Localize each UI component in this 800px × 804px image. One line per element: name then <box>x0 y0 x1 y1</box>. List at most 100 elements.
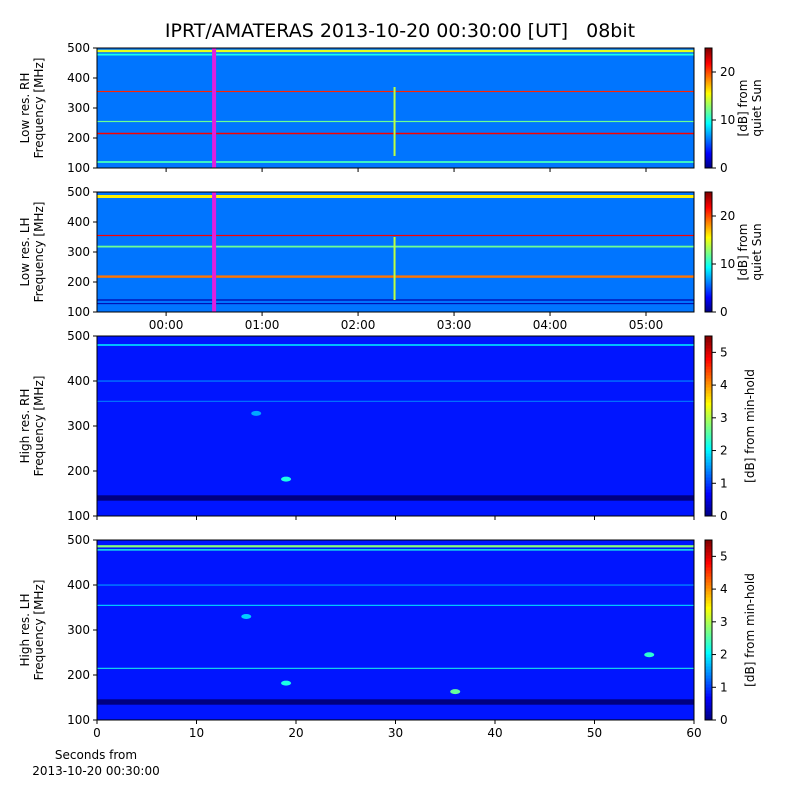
colorbar-cell <box>705 210 712 213</box>
colorbar-cell <box>705 58 712 61</box>
colorbar-cell <box>705 627 712 631</box>
y-tick-label: 100 <box>67 161 90 175</box>
y-tick-label: 300 <box>67 101 90 115</box>
colorbar-cell <box>705 72 712 75</box>
emission-band <box>97 53 694 56</box>
colorbar-cell <box>705 286 712 289</box>
spot <box>251 410 262 416</box>
colorbar-cell <box>705 393 712 397</box>
colorbar-cell <box>705 384 712 388</box>
colorbar-cell <box>705 414 712 418</box>
colorbar-cell <box>705 573 712 577</box>
y-tick-label: 200 <box>67 131 90 145</box>
colorbar-cell <box>705 666 712 670</box>
colorbar-cell <box>705 192 712 195</box>
colorbar-cell <box>705 633 712 637</box>
colorbar-cell <box>705 477 712 481</box>
y-tick-label: 200 <box>67 668 90 682</box>
emission-band <box>97 495 694 501</box>
colorbar-cell <box>705 471 712 475</box>
colorbar-cell <box>705 228 712 231</box>
colorbar-cell <box>705 132 712 135</box>
colorbar-label: quiet Sun <box>750 223 764 280</box>
colorbar-cell <box>705 714 712 718</box>
emission-band <box>97 161 694 163</box>
colorbar-cell <box>705 246 712 249</box>
x-tick-label: 05:00 <box>629 318 664 332</box>
emission-band <box>97 667 694 669</box>
y-tick-label: 100 <box>67 509 90 523</box>
colorbar-cell <box>705 146 712 149</box>
colorbar-cell <box>705 390 712 394</box>
colorbar-cell <box>705 208 712 211</box>
emission-band <box>97 549 694 551</box>
colorbar-cell <box>705 116 712 119</box>
y-tick-label: 500 <box>67 185 90 199</box>
colorbar-cell <box>705 294 712 297</box>
colorbar-cell <box>705 459 712 463</box>
colorbar-cell <box>705 417 712 421</box>
colorbar-cell <box>705 68 712 71</box>
colorbar-cell <box>705 272 712 275</box>
colorbar-cell <box>705 474 712 478</box>
colorbar-cell <box>705 220 712 223</box>
colorbar-cell <box>705 405 712 409</box>
colorbar-cell <box>705 156 712 159</box>
colorbar-cell <box>705 308 712 311</box>
colorbar-cell <box>705 214 712 217</box>
plot-area <box>97 540 694 720</box>
burst <box>393 237 396 300</box>
colorbar-cell <box>705 543 712 547</box>
colorbar-cell <box>705 158 712 161</box>
y-tick-label: 100 <box>67 305 90 319</box>
colorbar-cell <box>705 292 712 295</box>
emission-band <box>97 699 694 705</box>
emission-band <box>97 195 694 198</box>
emission-band <box>97 303 694 305</box>
colorbar-cell <box>705 160 712 163</box>
colorbar-label: [dB] from min-hold <box>743 573 757 687</box>
colorbar-cell <box>705 351 712 355</box>
colorbar-cell <box>705 570 712 574</box>
colorbar-cell <box>705 426 712 430</box>
colorbar-label: [dB] from <box>736 80 750 137</box>
plot-area <box>97 192 694 312</box>
y-axis-label: Frequency [MHz] <box>32 58 46 159</box>
colorbar-cell <box>705 696 712 700</box>
colorbar-tick-label: 3 <box>720 411 728 425</box>
colorbar-cell <box>705 50 712 53</box>
colorbar-frame <box>704 539 713 721</box>
spot <box>644 652 655 658</box>
colorbar-cell <box>705 468 712 472</box>
colorbar-cell <box>705 258 712 261</box>
colorbar-cell <box>705 256 712 259</box>
emission-band <box>97 545 694 548</box>
colorbar-cell <box>705 118 712 121</box>
y-axis-label: Low res. LH <box>18 217 32 286</box>
x-axis-label: Seconds from <box>55 748 137 762</box>
y-tick-label: 300 <box>67 623 90 637</box>
colorbar-cell <box>705 441 712 445</box>
colorbar-cell <box>705 142 712 145</box>
colorbar-cell <box>705 224 712 227</box>
colorbar-cell <box>705 387 712 391</box>
emission-band <box>97 380 694 382</box>
colorbar-cell <box>705 102 712 105</box>
colorbar-cell <box>705 212 712 215</box>
background-cell <box>97 336 694 516</box>
x-tick-label: 20 <box>288 726 303 740</box>
colorbar-cell <box>705 447 712 451</box>
x-tick-label: 10 <box>189 726 204 740</box>
colorbar-cell <box>705 134 712 137</box>
colorbar-cell <box>705 196 712 199</box>
colorbar-cell <box>705 360 712 364</box>
colorbar-cell <box>705 284 712 287</box>
colorbar-cell <box>705 657 712 661</box>
time-marker <box>212 192 217 312</box>
colorbar-cell <box>705 112 712 115</box>
colorbar-cell <box>705 78 712 81</box>
colorbar-cell <box>705 276 712 279</box>
colorbar-cell <box>705 579 712 583</box>
colorbar-cell <box>705 699 712 703</box>
spot <box>241 614 252 619</box>
